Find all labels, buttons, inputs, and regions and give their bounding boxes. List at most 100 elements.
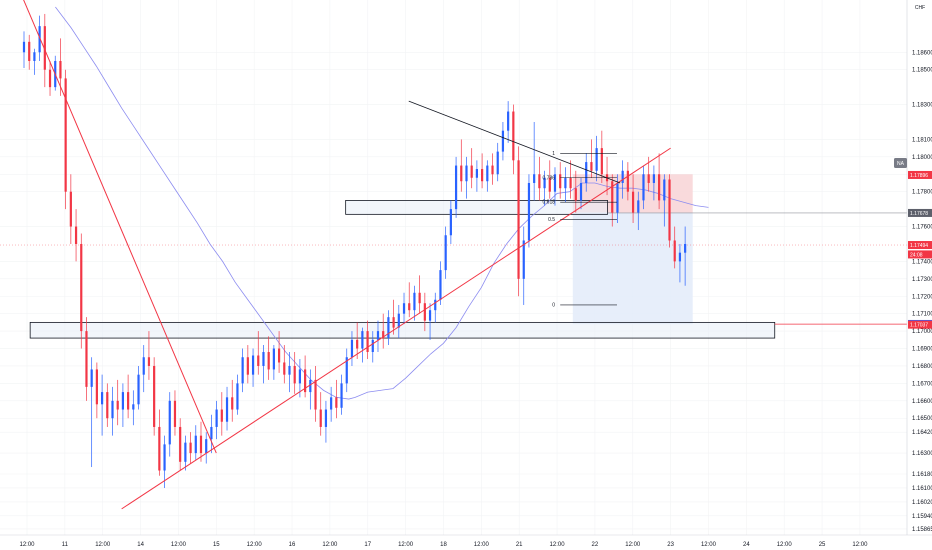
candle-body <box>33 52 36 61</box>
candle-body <box>111 400 114 419</box>
price-badge-label: 24:08 <box>910 252 923 258</box>
candle-body <box>371 339 374 353</box>
time-tick-label: 12:00 <box>322 542 338 548</box>
candle-body <box>288 365 291 375</box>
price-axis-bg <box>907 0 932 550</box>
time-tick-label: 12:00 <box>852 542 868 548</box>
price-tick-label: 1.16900 <box>912 347 932 353</box>
price-tick-label: 1.17100 <box>912 312 932 318</box>
candle-body <box>569 177 572 189</box>
candle-body <box>475 169 479 178</box>
price-badge <box>908 208 932 217</box>
candle-body <box>590 162 593 171</box>
candle-body <box>673 240 676 262</box>
price-badge <box>908 241 932 250</box>
candle-body <box>642 174 645 201</box>
candle-body <box>548 177 551 192</box>
candle-body <box>454 165 458 210</box>
candle-body <box>678 252 682 262</box>
candle-body <box>179 426 182 462</box>
fibonacci-retracement: 1 0.786 0.618 0.5 0 <box>543 151 617 308</box>
candle-body <box>434 299 437 311</box>
candle-body <box>231 397 234 410</box>
candle-body <box>439 270 442 300</box>
candle-body <box>538 174 541 189</box>
candle-body <box>90 369 93 387</box>
candle-body <box>28 41 31 61</box>
fib-level-label: 0.786 <box>543 175 556 181</box>
price-tick-label: 1.17000 <box>912 329 932 335</box>
candle-body <box>491 165 494 175</box>
candle-body <box>43 26 46 70</box>
time-tick-label: 18 <box>440 542 447 548</box>
time-tick-label: 12:00 <box>474 542 490 548</box>
currency-label: CHF <box>915 5 925 11</box>
candle-body <box>418 292 421 304</box>
candle-body <box>48 69 52 88</box>
candle-body <box>574 188 577 201</box>
candle-body <box>246 357 249 375</box>
price-tick-label: 1.16700 <box>912 381 932 387</box>
support-resistance-zone-1 <box>345 200 608 215</box>
moving-average-line <box>55 6 709 400</box>
time-tick-label: 22 <box>592 542 599 548</box>
candles <box>22 13 687 488</box>
time-tick-label: 15 <box>213 542 220 548</box>
candle-body <box>517 160 520 279</box>
candle-body <box>293 365 296 384</box>
candle-body <box>59 60 62 79</box>
time-tick-label: 12:00 <box>550 542 566 548</box>
candle-body <box>481 169 484 182</box>
price-tick-label: 1.17300 <box>912 277 932 283</box>
candle-body <box>189 442 192 454</box>
candle-body <box>142 357 145 375</box>
price-tick-label: 1.16600 <box>912 399 932 405</box>
time-tick-label: 12:00 <box>777 542 793 548</box>
grid <box>0 0 907 535</box>
candle-body <box>330 397 333 410</box>
price-tick-label: 1.17400 <box>912 259 932 265</box>
candle-body <box>658 174 661 201</box>
candle-body <box>652 174 655 183</box>
candle-body <box>423 303 426 321</box>
candle-body <box>137 374 140 405</box>
candle-body <box>116 400 119 410</box>
fib-level-label: 1 <box>552 151 555 157</box>
candle-body <box>366 331 369 353</box>
price-tick-label: 1.17800 <box>912 190 932 196</box>
time-tick-label: 25 <box>819 542 826 548</box>
take-profit-zone <box>572 212 693 325</box>
candle-body <box>564 177 567 189</box>
candle-body <box>522 240 525 279</box>
price-tick-label: 1.17600 <box>912 225 932 231</box>
candle-body <box>647 174 650 183</box>
candle-body <box>283 362 286 375</box>
candle-body <box>600 148 603 175</box>
scale-mode-badge <box>894 158 907 168</box>
price-badge-label: 1.17037 <box>910 323 928 329</box>
time-tick-label: 12:00 <box>398 542 414 548</box>
time-tick-label: 21 <box>516 542 523 548</box>
trend-line-1 <box>23 0 217 454</box>
price-badge <box>908 320 932 329</box>
time-axis-bg <box>0 535 932 550</box>
candle-body <box>361 331 364 349</box>
candle-body <box>501 130 505 152</box>
candle-body <box>74 226 78 244</box>
candle-body <box>194 435 197 454</box>
candle-body <box>668 179 671 241</box>
candle-body <box>616 182 619 213</box>
price-tick-label: 1.18000 <box>912 155 932 161</box>
trend-line-3 <box>408 100 621 184</box>
time-tick-label: 11 <box>62 542 69 548</box>
candle-body <box>304 369 307 393</box>
candle-body <box>397 313 400 328</box>
candle-body <box>80 243 83 332</box>
candle-body <box>465 165 468 182</box>
candle-body <box>663 179 666 201</box>
candle-body <box>241 357 244 384</box>
candle-body <box>314 379 317 410</box>
candle-body <box>631 191 635 213</box>
